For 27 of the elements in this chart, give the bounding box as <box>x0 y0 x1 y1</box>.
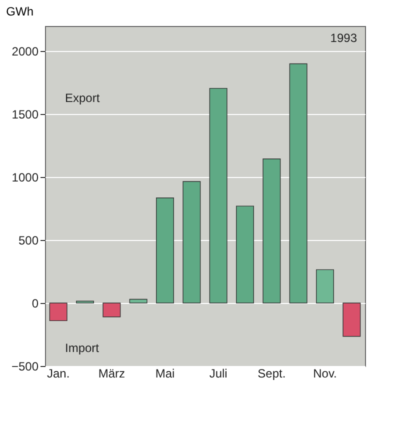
y-tick-label: 500 <box>18 234 39 248</box>
annotation: 1993 <box>330 31 358 45</box>
y-tick-label: 1500 <box>12 108 39 122</box>
y-tick-label: 0 <box>32 296 39 311</box>
annotation: Import <box>65 341 100 355</box>
bar <box>49 302 68 322</box>
x-tick-label: Nov. <box>313 366 337 380</box>
bar <box>289 63 308 304</box>
annotation: Export <box>65 91 100 105</box>
bar <box>209 88 228 304</box>
x-tick-label: Sept. <box>258 366 286 380</box>
x-tick-label: Mai <box>155 366 175 380</box>
bar <box>156 198 174 304</box>
x-tick-label: Jan. <box>46 366 70 380</box>
x-tick-label: Juli <box>209 366 228 380</box>
bar <box>236 206 254 304</box>
bar <box>182 181 201 304</box>
bar <box>102 302 121 318</box>
y-tick-label: 2000 <box>12 44 39 59</box>
bar <box>316 269 334 304</box>
bar <box>342 302 361 337</box>
bar <box>129 298 148 304</box>
x-tick-label: März <box>98 366 126 380</box>
y-tick-label: 1000 <box>12 170 39 185</box>
y-tick-label: −500 <box>11 360 39 374</box>
y-axis-title: GWh <box>6 4 34 18</box>
bar <box>262 158 281 304</box>
